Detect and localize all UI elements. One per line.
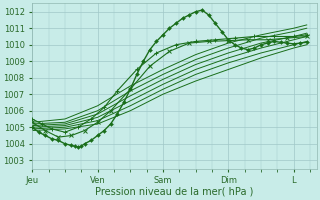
X-axis label: Pression niveau de la mer( hPa ): Pression niveau de la mer( hPa ) <box>95 187 253 197</box>
